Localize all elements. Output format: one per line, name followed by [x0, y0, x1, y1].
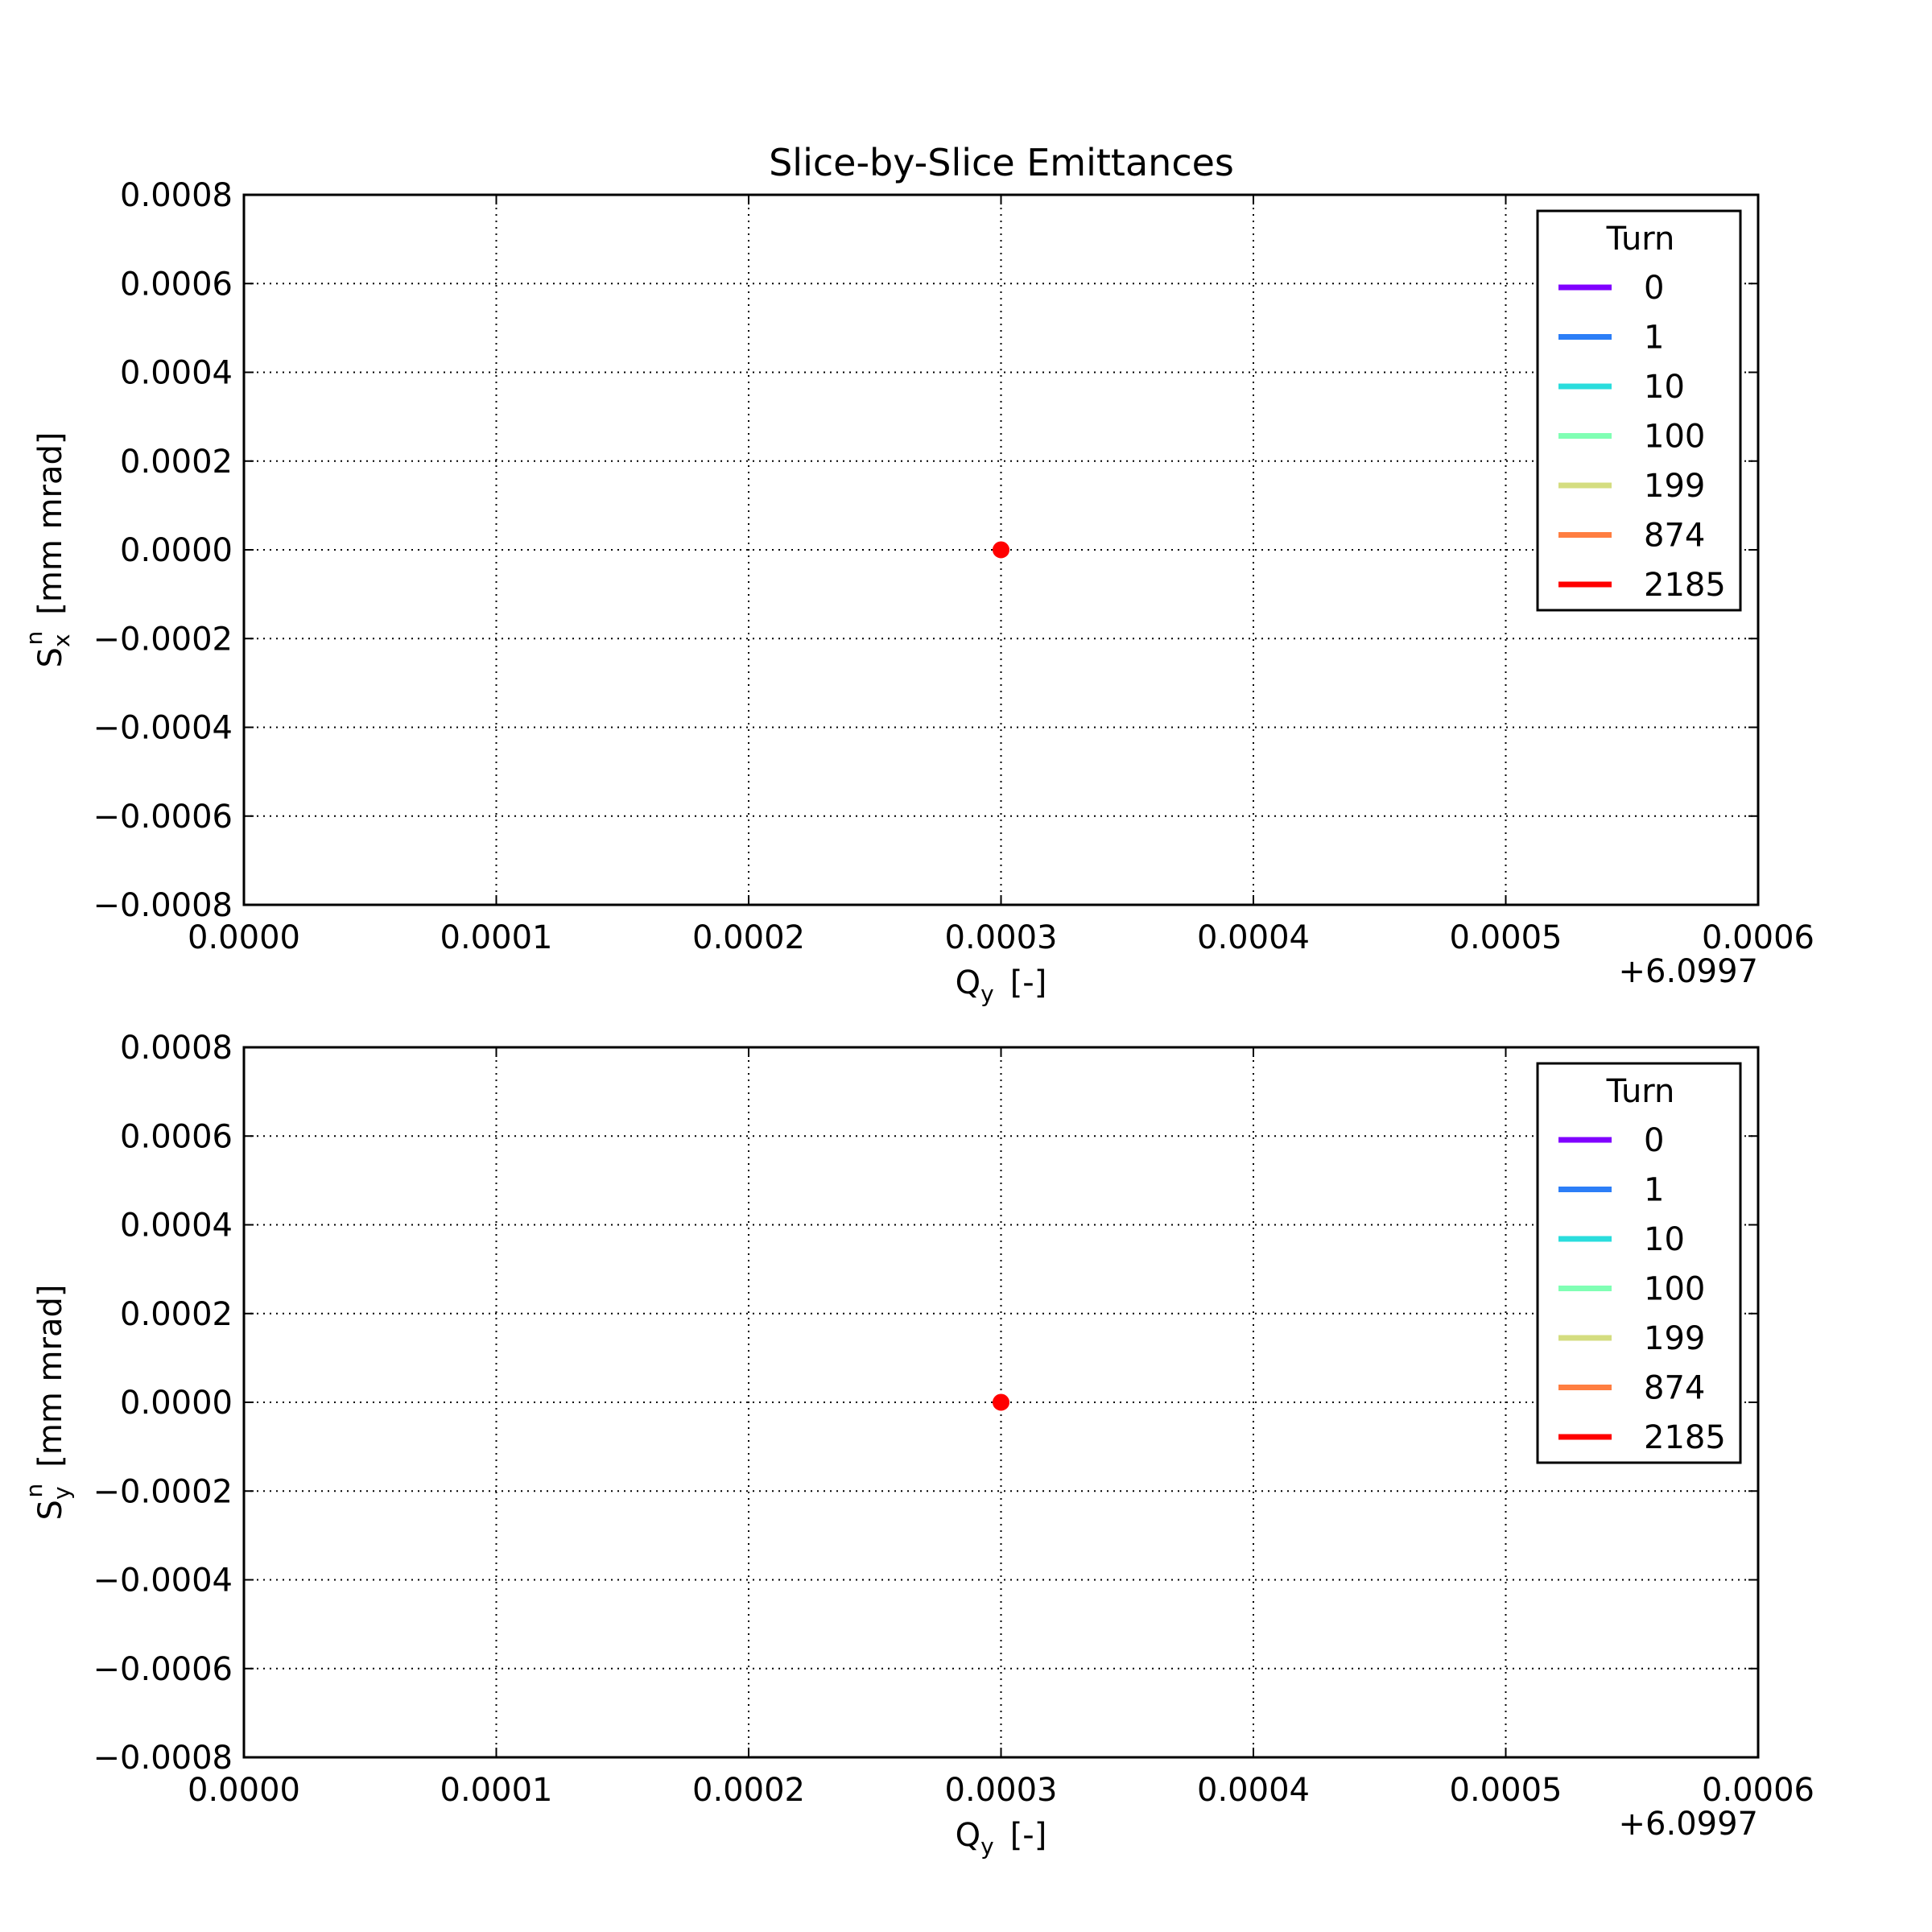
- data-point: [993, 541, 1009, 559]
- y-tick-label: 0.0008: [120, 177, 233, 214]
- legend-label: 10: [1644, 1221, 1685, 1258]
- legend-box: [1536, 1062, 1742, 1464]
- legend-label: 2185: [1644, 567, 1726, 604]
- x-tick-label: 0.0002: [692, 1772, 805, 1809]
- y-tick-label: 0.0002: [120, 1296, 233, 1333]
- legend-label: 100: [1644, 1271, 1705, 1308]
- legend-label: 100: [1644, 419, 1705, 456]
- legend-label: 0: [1644, 270, 1664, 307]
- legend-box: [1536, 209, 1742, 612]
- x-tick-label: 0.0000: [188, 1772, 300, 1809]
- figure-title: Slice-by-Slice Emittances: [769, 141, 1234, 184]
- y-tick-label: −0.0008: [93, 1740, 233, 1777]
- legend-label: 874: [1644, 518, 1705, 555]
- x-offset-label: +6.0997: [1619, 1806, 1758, 1843]
- y-tick-label: 0.0002: [120, 444, 233, 481]
- y-tick-label: −0.0006: [93, 799, 233, 836]
- y-tick-label: 0.0004: [120, 355, 233, 392]
- legend-label: 10: [1644, 369, 1685, 406]
- y-tick-label: −0.0008: [93, 887, 233, 924]
- y-tick-label: −0.0002: [93, 1473, 233, 1510]
- legend-label: 199: [1644, 468, 1705, 505]
- x-tick-label: 0.0006: [1702, 919, 1814, 956]
- y-tick-label: 0.0006: [120, 266, 233, 303]
- x-tick-label: 0.0001: [440, 919, 553, 956]
- legend: Turn 0 1 10 100 199 874 2185: [1536, 1062, 1742, 1464]
- legend-label: 874: [1644, 1370, 1705, 1407]
- y-tick-label: 0.0004: [120, 1208, 233, 1245]
- legend-label: 199: [1644, 1320, 1705, 1357]
- legend-label: 1: [1644, 320, 1664, 357]
- y-tick-label: −0.0004: [93, 710, 233, 747]
- axes-frame: [242, 193, 1760, 906]
- x-tick-label: 0.0003: [945, 919, 1058, 956]
- subplots: 0.0000 0.0001 0.0002 0.0003 0.0004 0.0005 0.00…: [21, 177, 1814, 1860]
- y-tick-label: 0.0000: [120, 532, 233, 569]
- x-tick-label: 0.0005: [1450, 1772, 1563, 1809]
- x-tick-label: 0.0000: [188, 919, 300, 956]
- x-tick-label: 0.0001: [440, 1772, 553, 1809]
- x-tick-label: 0.0004: [1197, 919, 1310, 956]
- legend-title: Turn: [1606, 1073, 1675, 1110]
- y-tick-label: −0.0002: [93, 621, 233, 658]
- x-tick-label: 0.0003: [945, 1772, 1058, 1809]
- x-axis-label: Qy [-]: [956, 964, 1047, 1007]
- x-tick-label: 0.0006: [1702, 1772, 1814, 1809]
- y-tick-label: −0.0006: [93, 1651, 233, 1688]
- y-axis-label: Syn [mm mrad]: [21, 1285, 75, 1521]
- axes-frame: [242, 1046, 1760, 1759]
- y-tick-label: 0.0006: [120, 1118, 233, 1155]
- data-point: [993, 1393, 1009, 1411]
- y-axis-label: Sxn [mm mrad]: [21, 432, 75, 668]
- x-axis-label: Qy [-]: [956, 1817, 1047, 1860]
- x-offset-label: +6.0997: [1619, 953, 1758, 990]
- legend-label: 0: [1644, 1122, 1664, 1159]
- subplot-1: 0.0000 0.0001 0.0002 0.0003 0.0004 0.0005 0.00…: [21, 177, 1814, 1007]
- y-tick-label: 0.0000: [120, 1385, 233, 1422]
- legend-title: Turn: [1606, 221, 1675, 258]
- legend-label: 2185: [1644, 1419, 1726, 1456]
- legend-label: 1: [1644, 1172, 1664, 1209]
- legend: Turn 0 1 10 100 199 874 2185: [1536, 209, 1742, 612]
- y-tick-label: −0.0004: [93, 1563, 233, 1600]
- y-tick-label: 0.0008: [120, 1030, 233, 1067]
- x-tick-label: 0.0004: [1197, 1772, 1310, 1809]
- subplot-2: 0.0000 0.0001 0.0002 0.0003 0.0004 0.0005 0.00…: [21, 1030, 1814, 1860]
- x-tick-label: 0.0002: [692, 919, 805, 956]
- x-tick-label: 0.0005: [1450, 919, 1563, 956]
